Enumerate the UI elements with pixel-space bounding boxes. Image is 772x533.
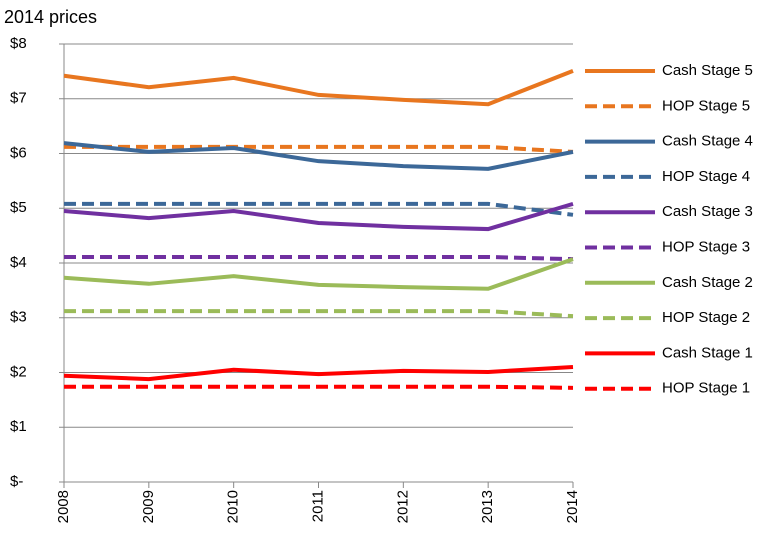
x-tick-label: 2009 [140, 490, 157, 523]
series-line [63, 201, 574, 232]
legend-label: Cash Stage 3 [662, 203, 753, 220]
series-line [64, 384, 574, 390]
y-tick-label: $5 [10, 199, 27, 216]
legend-label: HOP Stage 1 [662, 380, 750, 397]
legend-label: HOP Stage 2 [662, 309, 750, 326]
series-line [63, 257, 574, 291]
legend-label: HOP Stage 4 [662, 168, 750, 185]
x-tick-label: 2008 [55, 490, 72, 523]
y-tick-label: $6 [10, 144, 27, 161]
x-tick-label: 2012 [394, 490, 411, 523]
y-tick-label: $1 [10, 418, 27, 435]
legend-label: Cash Stage 1 [662, 344, 753, 361]
legend-label: Cash Stage 5 [662, 62, 753, 79]
chart-title: 2014 prices [4, 7, 97, 27]
y-tick-label: $4 [10, 254, 27, 271]
y-tick-label: $2 [10, 363, 27, 380]
y-tick-label: $3 [10, 309, 27, 326]
series-line [64, 144, 574, 154]
series-line [64, 309, 574, 319]
series-line [63, 365, 574, 382]
series-line [64, 254, 574, 262]
x-tick-label: 2013 [479, 490, 496, 523]
x-tick-label: 2011 [309, 490, 326, 522]
legend-label: Cash Stage 2 [662, 274, 753, 291]
y-tick-label: $7 [10, 90, 27, 107]
series-line [63, 141, 574, 171]
x-tick-label: 2014 [564, 490, 581, 523]
x-tick-label: 2010 [225, 490, 242, 523]
legend-label: HOP Stage 5 [662, 97, 750, 114]
y-tick-label: $- [10, 473, 23, 490]
series-line [64, 201, 574, 217]
y-tick-label: $8 [10, 35, 27, 52]
series-line [63, 68, 574, 107]
legend-label: Cash Stage 4 [662, 133, 753, 150]
legend-label: HOP Stage 3 [662, 238, 750, 255]
